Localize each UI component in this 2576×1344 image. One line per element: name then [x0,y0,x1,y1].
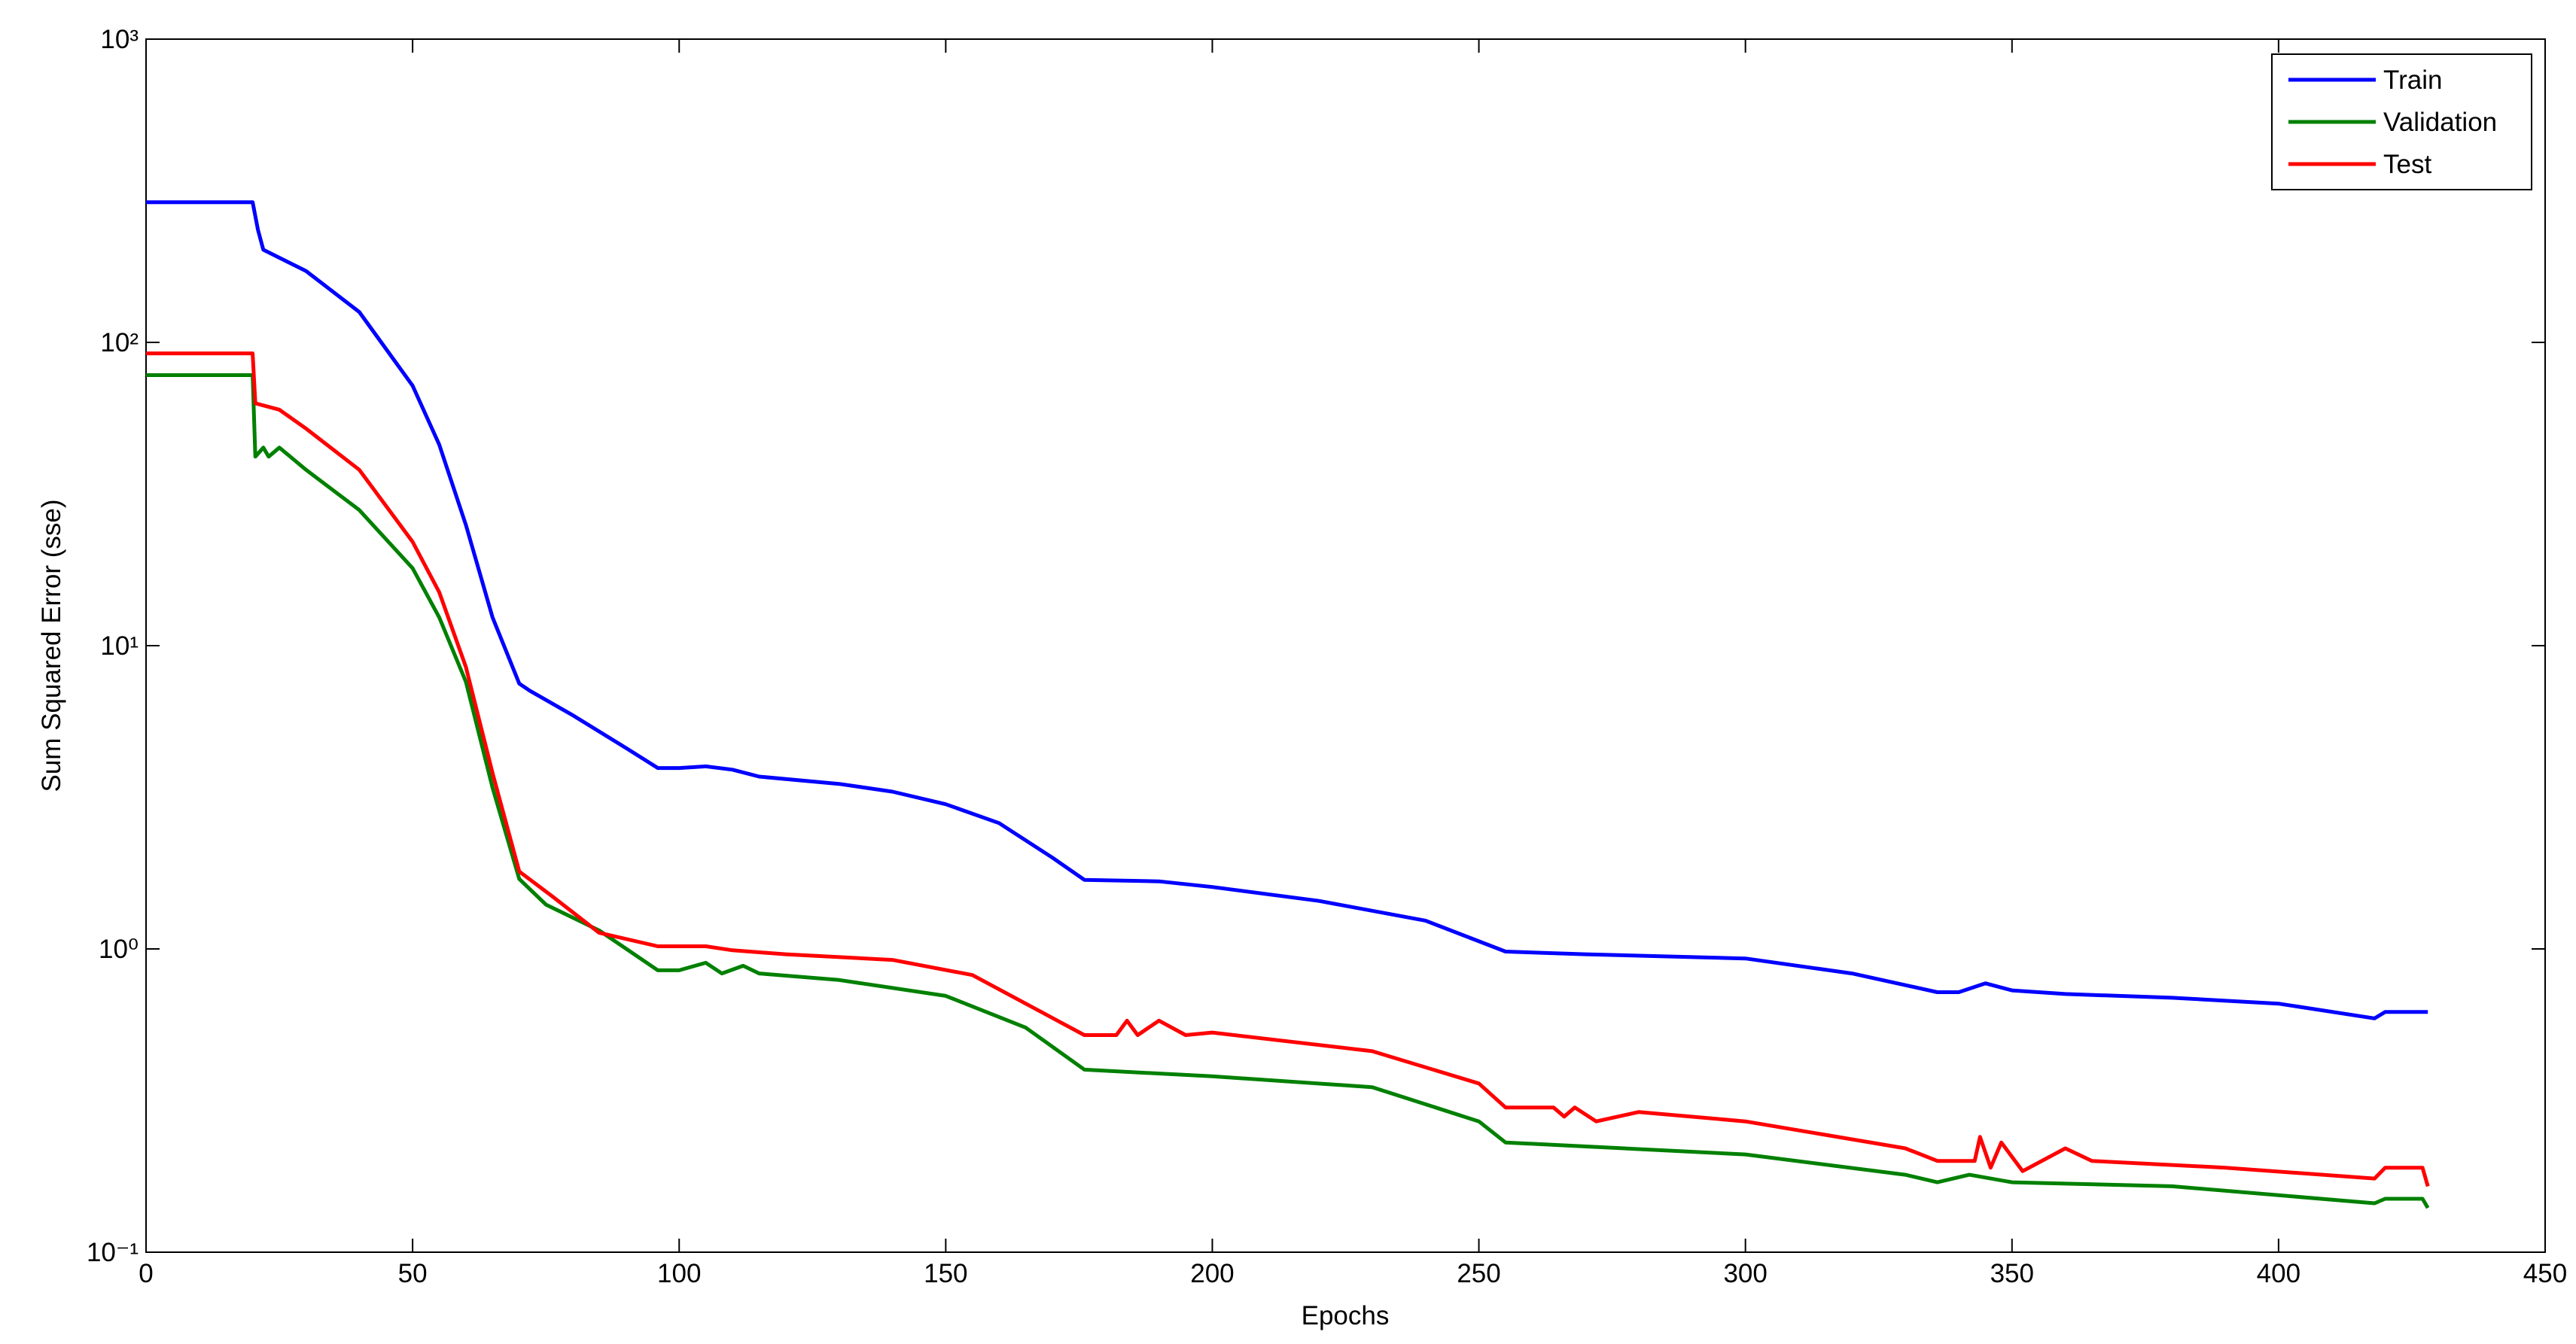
legend-label: Test [2383,150,2431,179]
x-tick-label: 100 [657,1259,701,1288]
y-tick-label: 10³ [100,25,139,54]
x-tick-label: 250 [1457,1259,1500,1288]
x-tick-label: 150 [924,1259,967,1288]
series-line [146,351,2430,1187]
x-tick-label: 450 [2523,1259,2567,1288]
y-axis-label: Sum Squared Error (sse) [37,499,66,792]
x-tick-label: 0 [139,1259,153,1288]
legend-label: Train [2383,65,2442,95]
x-tick-label: 200 [1190,1259,1234,1288]
x-tick-label: 400 [2257,1259,2300,1288]
series-line [146,200,2428,1020]
y-tick-label: 10² [100,328,139,357]
legend-label: Validation [2383,108,2497,137]
x-axis-label: Epochs [1302,1301,1390,1330]
x-tick-label: 350 [1990,1259,2034,1288]
x-tick-label: 50 [398,1259,428,1288]
y-tick-label: 10⁰ [99,935,139,964]
plot-frame [145,38,2546,1253]
series-line [146,373,2430,1209]
y-tick-label: 10¹ [100,631,139,661]
y-tick-label: 10⁻¹ [87,1238,139,1267]
x-tick-label: 300 [1723,1259,1767,1288]
